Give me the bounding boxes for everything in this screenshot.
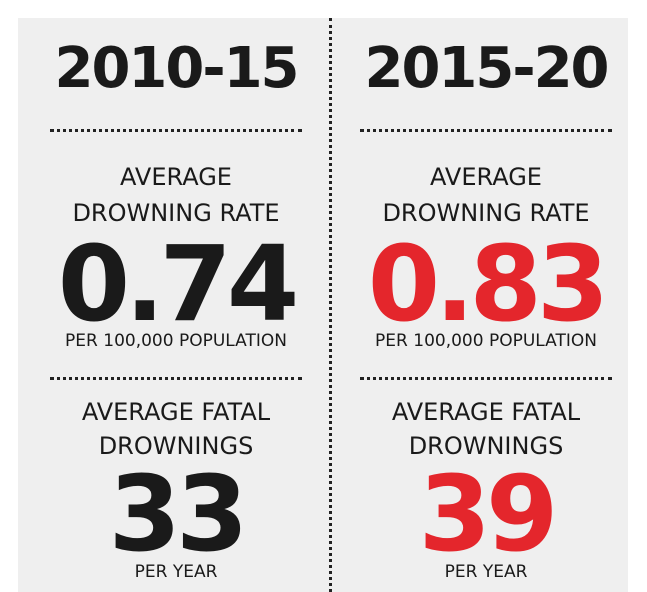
column: 2010-15 AVERAGE DROWNING RATE 0.74 PER 1… [26,18,326,592]
fatal-label: AVERAGE FATAL [81,398,271,426]
fatal-label: DROWNINGS [98,432,254,460]
fatal-label: AVERAGE FATAL [391,398,581,426]
fatal-unit: PER YEAR [134,562,218,582]
separator [50,377,302,380]
rate-value: 0.74 [57,223,300,345]
fatal-value: 33 [108,453,249,575]
fatal-label: DROWNINGS [408,432,564,460]
rate-label: DROWNING RATE [72,199,280,227]
divider [329,18,332,592]
column: 2015-20 AVERAGE DROWNING RATE 0.83 PER 1… [336,18,636,592]
period: 2015-20 [364,36,609,101]
rate-unit: PER 100,000 POPULATION [65,331,287,351]
rate-label: DROWNING RATE [382,199,590,227]
panel: 2010-15 AVERAGE DROWNING RATE 0.74 PER 1… [18,18,628,592]
separator [50,129,302,132]
separator [360,377,612,380]
rate-label: AVERAGE [430,163,542,191]
fatal-value: 39 [418,453,559,575]
rate-label: AVERAGE [120,163,232,191]
rate-unit: PER 100,000 POPULATION [375,331,597,351]
rate-value: 0.83 [367,223,610,345]
separator [360,129,612,132]
fatal-unit: PER YEAR [444,562,528,582]
period: 2010-15 [54,36,299,101]
